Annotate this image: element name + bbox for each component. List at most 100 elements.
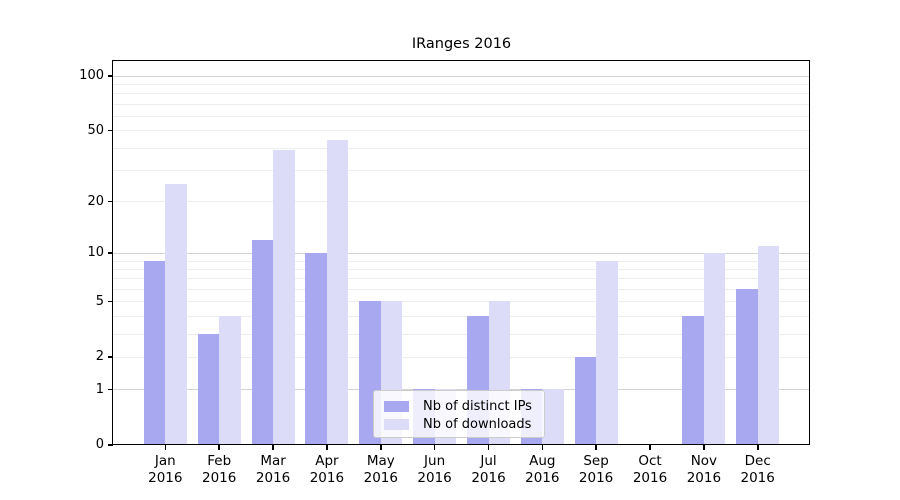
year-label: 2016 (578, 470, 614, 486)
minor-gridline-60 (113, 116, 809, 117)
y-tick-mark-10 (108, 252, 113, 254)
x-tick-label-jul: Jul 2016 (459, 453, 519, 487)
bar-nov-downloads (703, 252, 726, 444)
x-tick-mark-mar (272, 445, 274, 450)
minor-gridline-90 (113, 84, 809, 86)
major-gridline-1 (113, 389, 809, 391)
major-gridline-10 (113, 252, 809, 254)
x-tick-label-may: May 2016 (351, 453, 411, 487)
x-tick-mark-nov (703, 445, 705, 450)
minor-gridline-20 (113, 201, 809, 203)
y-tick-label-50: 50 (87, 122, 104, 138)
month-label: Jan (154, 453, 176, 469)
year-label: 2016 (417, 470, 452, 486)
bar-feb-distinct-ips (197, 333, 220, 444)
month-label: Jul (480, 453, 497, 469)
month-label: Apr (315, 453, 339, 469)
x-tick-mark-jun (433, 445, 436, 450)
chart-title: IRanges 2016 (411, 36, 512, 52)
year-label: 2016 (255, 470, 291, 486)
x-tick-mark-may (380, 445, 382, 450)
month-label: Feb (207, 453, 232, 469)
major-gridline-100 (113, 75, 809, 77)
x-tick-label-sep: Sep 2016 (566, 453, 626, 487)
x-tick-label-feb: Feb 2016 (189, 453, 249, 487)
y-tick-mark-50 (108, 129, 113, 132)
y-tick-mark-20 (108, 200, 113, 203)
y-tick-label-10: 10 (87, 245, 104, 261)
y-tick-label-2: 2 (95, 349, 104, 365)
year-label: 2016 (632, 470, 668, 486)
legend-swatch-distinct-ips (384, 400, 409, 412)
legend-label-downloads: Nb of downloads (423, 416, 532, 432)
x-tick-mark-sep (595, 445, 597, 450)
minor-gridline-3 (113, 333, 809, 335)
month-label: Oct (638, 453, 662, 469)
x-tick-mark-jul (487, 445, 490, 450)
minor-gridline-2 (113, 356, 809, 358)
x-tick-label-oct: Oct 2016 (620, 453, 680, 487)
minor-gridline-40 (113, 147, 809, 149)
legend-row-0: Nb of distinct IPs (374, 397, 544, 415)
month-label: Aug (529, 453, 556, 469)
minor-gridline-50 (113, 130, 809, 132)
y-tick-label-5: 5 (95, 293, 104, 309)
year-label: 2016 (148, 470, 183, 486)
x-tick-mark-apr (326, 445, 328, 450)
bar-mar-downloads (273, 149, 295, 444)
x-tick-label-jan: Jan 2016 (135, 453, 195, 487)
minor-gridline-4 (113, 315, 809, 317)
year-label: 2016 (740, 470, 775, 486)
x-tick-mark-aug (541, 445, 543, 450)
x-tick-label-aug: Aug 2016 (512, 453, 572, 487)
bar-apr-downloads (326, 140, 349, 444)
x-tick-label-mar: Mar 2016 (243, 453, 303, 487)
month-label: May (366, 453, 395, 469)
bar-jan-downloads (165, 184, 187, 444)
x-tick-label-nov: Nov 2016 (674, 453, 734, 487)
x-tick-mark-dec (757, 445, 759, 450)
minor-gridline-5 (113, 301, 809, 303)
x-tick-label-apr: Apr 2016 (297, 453, 357, 487)
x-tick-mark-feb (218, 445, 220, 450)
bar-mar-distinct-ips (251, 239, 274, 444)
month-label: Sep (583, 453, 609, 469)
x-tick-label-dec: Dec 2016 (728, 453, 788, 487)
minor-gridline-70 (113, 103, 809, 105)
minor-gridline-6 (113, 289, 809, 290)
y-tick-mark-2 (108, 356, 113, 358)
legend: Nb of distinct IPs Nb of downloads (373, 390, 545, 438)
x-tick-mark-oct (649, 445, 651, 450)
y-tick-label-100: 100 (79, 68, 104, 84)
x-tick-mark-jan (164, 445, 167, 450)
year-label: 2016 (525, 470, 560, 486)
y-tick-mark-100 (108, 75, 113, 77)
y-tick-mark-1 (108, 388, 113, 391)
year-label: 2016 (309, 470, 345, 486)
month-label: Jun (424, 453, 446, 469)
bar-sep-downloads (596, 260, 618, 444)
bar-dec-downloads (757, 246, 780, 444)
y-tick-label-1: 1 (95, 381, 104, 397)
legend-swatch-downloads (384, 418, 409, 430)
minor-gridline-7 (113, 278, 809, 280)
month-label: Mar (260, 453, 286, 469)
month-label: Dec (744, 453, 771, 469)
y-tick-mark-0 (108, 444, 113, 446)
minor-gridline-8 (113, 268, 809, 270)
bar-sep-distinct-ips (574, 356, 597, 444)
legend-label-distinct-ips: Nb of distinct IPs (423, 398, 532, 414)
bar-feb-downloads (219, 315, 241, 444)
legend-row-1: Nb of downloads (374, 415, 544, 433)
bar-apr-distinct-ips (305, 252, 327, 444)
bar-nov-distinct-ips (682, 315, 704, 444)
y-tick-label-0: 0 (95, 437, 104, 452)
minor-gridline-80 (113, 93, 809, 95)
minor-gridline-9 (113, 260, 809, 262)
year-label: 2016 (686, 470, 722, 486)
minor-gridline-30 (113, 170, 809, 172)
month-label: Nov (690, 453, 718, 469)
y-tick-label-20: 20 (87, 193, 104, 209)
bar-aug-downloads (542, 389, 564, 444)
